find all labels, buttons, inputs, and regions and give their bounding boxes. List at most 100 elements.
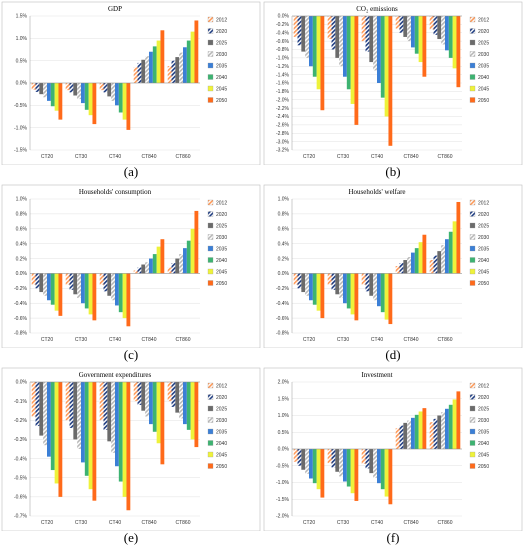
- bar-ct30-2040: [346, 16, 351, 90]
- bar-ct860-2012: [167, 267, 172, 274]
- bar-ct860-2030: [441, 16, 445, 45]
- legend-label-2030: 2030: [216, 418, 227, 424]
- legend-label-2020: 2020: [478, 212, 489, 218]
- bar-ct30-2025: [73, 273, 78, 295]
- bar-ct860-2012: [429, 16, 434, 30]
- bar-ct860-2030: [179, 254, 183, 274]
- caption-d: (d): [385, 347, 401, 362]
- legend-label-2012: 2012: [216, 384, 227, 390]
- y-tick-label: -0.8%: [14, 331, 28, 337]
- bar-ct30-2030: [77, 382, 81, 449]
- legend-swatch-2035: [207, 245, 214, 252]
- bar-ct30-2020: [69, 382, 74, 428]
- y-tick-label: 0.0%: [278, 447, 290, 453]
- bar-ct30-2030: [77, 273, 81, 299]
- bar-ct30-2020: [331, 16, 336, 50]
- bar-ct20-2030: [305, 449, 309, 474]
- y-tick-label: -0.8%: [276, 331, 290, 337]
- bar-ct40-2050: [126, 83, 131, 130]
- bar-ct20-2045: [316, 16, 321, 90]
- bar-ct30-2012: [65, 83, 70, 91]
- bar-ct840-2050: [160, 30, 165, 83]
- bar-ct40-2035: [377, 449, 381, 484]
- chart-title: Investment: [361, 371, 392, 379]
- legend-swatch-2030: [469, 234, 476, 240]
- bar-ct40-2045: [384, 16, 389, 117]
- legend-label-2030: 2030: [478, 418, 489, 424]
- legend-swatch-2035: [207, 428, 214, 435]
- x-tick-label: CT30: [337, 337, 349, 343]
- y-tick-label: -0.6%: [276, 39, 290, 45]
- bar-ct860-2040: [448, 231, 453, 274]
- bar-ct20-2025: [39, 273, 44, 293]
- legend-swatch-2035: [469, 245, 476, 252]
- bar-ct30-2040: [346, 273, 351, 309]
- bar-ct20-2025: [39, 83, 44, 95]
- x-tick-label: CT20: [303, 154, 315, 160]
- legend-swatch-2020: [469, 211, 476, 217]
- legend-swatch-2050: [469, 97, 476, 103]
- bar-ct20-2030: [43, 273, 47, 296]
- bar-ct840-2012: [395, 266, 400, 274]
- bar-ct840-2025: [141, 264, 146, 274]
- bar-ct20-2025: [301, 273, 306, 293]
- bar-ct860-2045: [190, 382, 195, 440]
- bar-ct840-2025: [141, 59, 146, 83]
- bar-ct20-2045: [316, 449, 321, 490]
- bar-ct860-2012: [167, 382, 172, 402]
- bar-ct860-2020: [433, 418, 438, 449]
- x-tick-label: CT20: [303, 520, 315, 526]
- bar-ct20-2045: [54, 273, 59, 311]
- legend-swatch-2040: [469, 440, 476, 446]
- x-tick-label: CT30: [337, 154, 349, 160]
- y-tick-label: 1.0%: [278, 197, 290, 203]
- bar-ct30-2035: [81, 83, 85, 104]
- bar-ct840-2050: [422, 16, 427, 77]
- y-tick-label: -0.5%: [14, 103, 28, 109]
- bar-ct30-2012: [327, 449, 332, 464]
- bar-ct860-2012: [429, 422, 434, 449]
- bar-ct40-2045: [122, 273, 127, 319]
- y-tick-label: -0.6%: [14, 495, 28, 501]
- bar-ct20-2035: [309, 273, 313, 301]
- bar-ct40-2025: [369, 449, 374, 474]
- bar-ct30-2030: [339, 449, 343, 477]
- x-tick-label: CT860: [437, 154, 452, 160]
- legend-swatch-2030: [469, 417, 476, 423]
- bar-ct860-2020: [171, 382, 176, 407]
- bar-ct40-2040: [118, 382, 123, 482]
- legend-swatch-2040: [469, 74, 476, 80]
- legend-swatch-2012: [207, 199, 214, 206]
- government-expenditures-chart: Government expenditures 0.0% -0.1% -0.2% -0.…: [1, 367, 261, 531]
- legend-swatch-2035: [207, 62, 214, 69]
- y-tick-label: 0.4%: [16, 241, 28, 247]
- bar-ct20-2020: [297, 273, 302, 289]
- bar-ct30-2020: [69, 83, 74, 93]
- bar-ct860-2045: [452, 399, 457, 449]
- bar-ct40-2050: [388, 16, 393, 146]
- bar-ct40-2040: [118, 83, 123, 113]
- bar-ct20-2040: [50, 382, 55, 471]
- bar-ct840-2045: [418, 242, 423, 274]
- legend-swatch-2045: [207, 268, 214, 275]
- bar-ct840-2035: [411, 252, 415, 274]
- bar-ct40-2040: [118, 273, 123, 313]
- bar-ct840-2012: [395, 16, 400, 29]
- bar-ct40-2012: [361, 449, 366, 464]
- legend-swatch-2040: [207, 257, 214, 263]
- legend-swatch-2020: [207, 28, 214, 34]
- legend-label-2045: 2045: [216, 87, 227, 93]
- bar-ct30-2050: [92, 273, 97, 321]
- legend-label-2012: 2012: [478, 201, 489, 207]
- bar-ct20-2012: [293, 273, 298, 285]
- bar-ct840-2040: [414, 414, 419, 449]
- bar-ct860-2030: [179, 382, 183, 419]
- x-tick-label: CT20: [41, 154, 53, 160]
- bar-ct30-2045: [350, 449, 355, 494]
- legend-label-2045: 2045: [478, 87, 489, 93]
- y-tick-label: -1.6%: [276, 81, 290, 87]
- bar-ct840-2025: [403, 260, 408, 274]
- y-tick-label: 0.0%: [278, 14, 290, 20]
- bar-ct20-2012: [293, 16, 298, 37]
- bar-ct840-2050: [160, 382, 165, 465]
